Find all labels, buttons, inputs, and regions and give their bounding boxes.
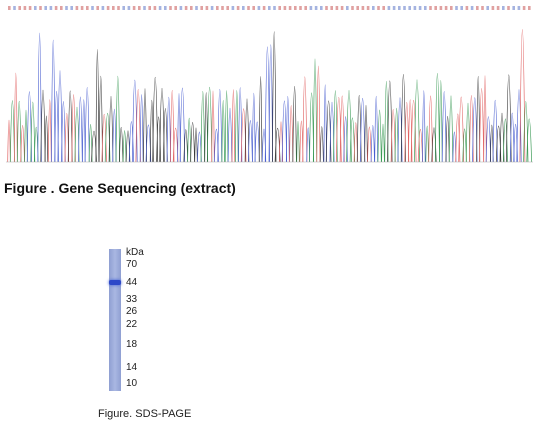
- marker-label: 70: [126, 259, 138, 270]
- trace-peaks: [7, 29, 532, 163]
- sds-page-caption: Figure. SDS-PAGE: [98, 408, 192, 420]
- marker-label: 10: [126, 378, 138, 389]
- marker-label: 26: [126, 306, 138, 317]
- marker-label: 33: [126, 294, 138, 305]
- marker-label: 44: [126, 277, 138, 288]
- sequencing-figure-title: Figure . Gene Sequencing (extract): [4, 180, 236, 196]
- base-call-strip: [8, 6, 531, 10]
- marker-label: 18: [126, 339, 138, 350]
- marker-label: 14: [126, 362, 138, 373]
- protein-band: [109, 280, 121, 285]
- gel-lane: [109, 249, 121, 391]
- sequencing-chromatogram: [6, 6, 533, 163]
- marker-label: 22: [126, 319, 138, 330]
- kda-unit-label: kDa: [126, 247, 144, 258]
